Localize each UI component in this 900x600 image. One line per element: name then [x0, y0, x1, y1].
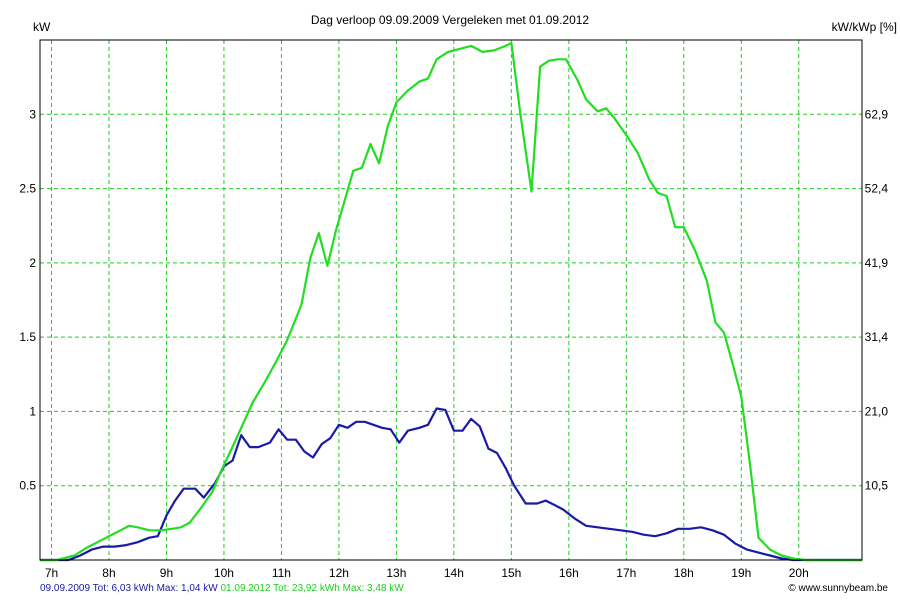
x-tick-label: 18h	[674, 566, 694, 580]
series-line-2	[40, 41, 862, 562]
series-line-1	[40, 407, 862, 562]
x-tick-label: 11h	[272, 566, 291, 580]
x-tick-label: 10h	[214, 566, 234, 580]
legend-footer: 09.09.2009 Tot: 6,03 kWh Max: 1,04 kW 01…	[40, 583, 404, 594]
legend-series-2012: 01.09.2012 Tot: 23,92 kWh Max: 3,48 kW	[220, 583, 404, 594]
y-tick-label-right: 62,9	[865, 107, 889, 121]
x-tick-label: 15h	[501, 566, 521, 580]
credit-link[interactable]: © www.sunnybeam.be	[788, 583, 888, 594]
x-tick-label: 9h	[160, 566, 173, 580]
series-group	[40, 41, 862, 562]
legend-series-2009: 09.09.2009 Tot: 6,03 kWh Max: 1,04 kW	[40, 583, 218, 594]
y-tick-label-left: 2	[29, 256, 36, 270]
y-tick-label-left: 1	[29, 404, 36, 418]
x-axis: 7h 8h 9h 10h 11h 12h 13h 14h 15h 16h 17h 18h 19h 20h	[45, 566, 809, 580]
plot-frame	[39, 39, 863, 561]
chart-title: Dag verloop 09.09.2009 Vergeleken met 01…	[311, 13, 590, 27]
y-tick-label-right: 41,9	[865, 256, 889, 270]
x-tick-label: 19h	[731, 566, 751, 580]
x-tick-label: 8h	[102, 566, 115, 580]
grid	[40, 40, 862, 560]
y-tick-label-right: 21,0	[865, 404, 889, 418]
y-tick-label-left: 2.5	[19, 182, 36, 196]
y-axis-left: 0.5 1 1.5 2 2.5 3	[19, 107, 36, 492]
y-tick-label-right: 10,5	[865, 479, 889, 493]
y-tick-label-right: 52,4	[865, 182, 889, 196]
x-tick-label: 17h	[616, 566, 636, 580]
y-axis-right: 10,5 21,0 31,4 41,9 52,4 62,9	[865, 107, 889, 492]
x-tick-label: 7h	[45, 566, 58, 580]
y-tick-label-left: 3	[29, 107, 36, 121]
x-tick-label: 16h	[559, 566, 579, 580]
y-tick-label-left: 0.5	[19, 479, 36, 493]
x-tick-label: 20h	[789, 566, 809, 580]
y-tick-label-right: 31,4	[865, 330, 889, 344]
y-tick-label-left: 1.5	[19, 330, 36, 344]
y-axis-label-left: kW	[33, 20, 51, 34]
x-tick-label: 13h	[386, 566, 406, 580]
y-axis-label-right: kW/kWp [%]	[832, 20, 897, 34]
x-tick-label: 12h	[329, 566, 349, 580]
x-tick-label: 14h	[444, 566, 464, 580]
